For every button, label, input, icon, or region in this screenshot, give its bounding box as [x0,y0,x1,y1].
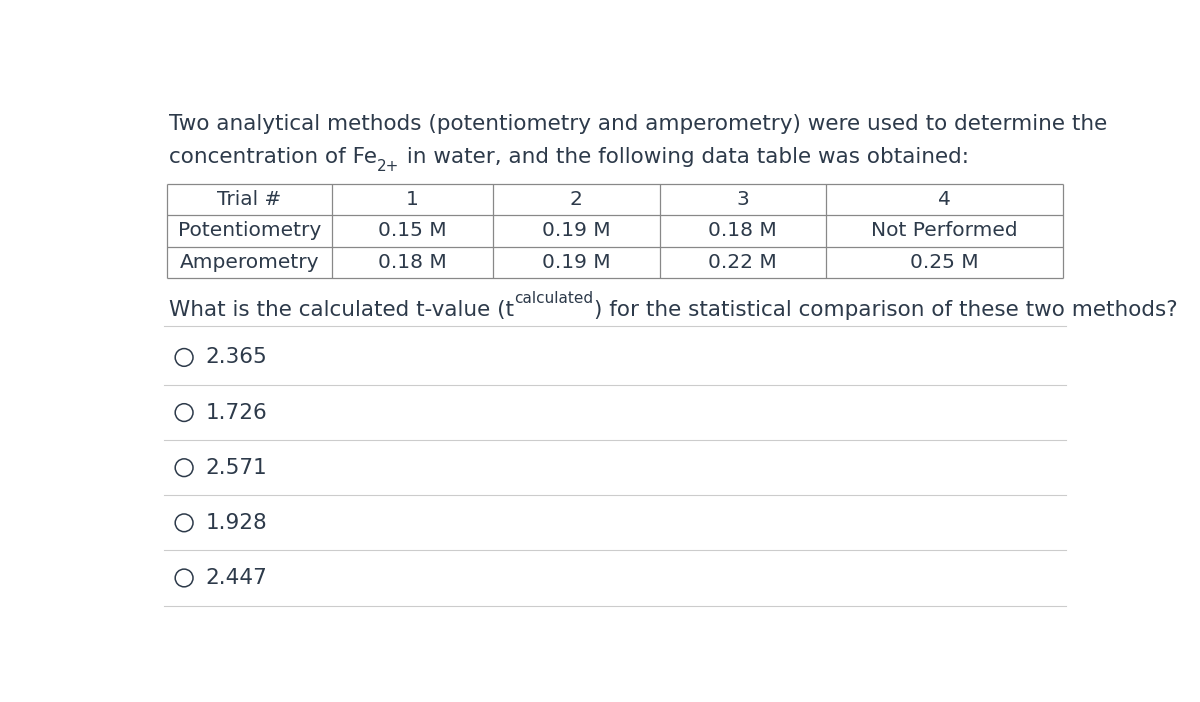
Text: 1.928: 1.928 [206,513,268,533]
Text: in water, and the following data table was obtained:: in water, and the following data table w… [400,147,968,167]
Text: 0.15 M: 0.15 M [378,221,446,240]
Text: 4: 4 [938,190,950,209]
Text: Trial #: Trial # [217,190,282,209]
Text: 2+: 2+ [377,159,400,174]
Text: 1.726: 1.726 [206,402,268,423]
Text: 1: 1 [406,190,419,209]
Text: 0.18 M: 0.18 M [378,253,446,272]
Text: calculated: calculated [515,291,594,305]
Text: Not Performed: Not Performed [871,221,1018,240]
Text: ) for the statistical comparison of these two methods?: ) for the statistical comparison of thes… [594,300,1177,320]
Text: 0.19 M: 0.19 M [542,221,611,240]
Text: 0.19 M: 0.19 M [542,253,611,272]
Text: What is the calculated t-value (t: What is the calculated t-value (t [169,300,515,320]
Text: 0.18 M: 0.18 M [708,221,778,240]
Text: Amperometry: Amperometry [180,253,319,272]
Text: 3: 3 [737,190,749,209]
Text: 0.25 M: 0.25 M [910,253,979,272]
Text: 2.571: 2.571 [206,458,268,477]
Text: 2.447: 2.447 [206,568,268,588]
Text: Potentiometry: Potentiometry [178,221,322,240]
Text: Two analytical methods (potentiometry and amperometry) were used to determine th: Two analytical methods (potentiometry an… [169,114,1108,133]
Text: 0.22 M: 0.22 M [708,253,778,272]
Text: 2.365: 2.365 [206,347,268,367]
Text: concentration of Fe: concentration of Fe [169,147,377,167]
Text: 2: 2 [570,190,583,209]
